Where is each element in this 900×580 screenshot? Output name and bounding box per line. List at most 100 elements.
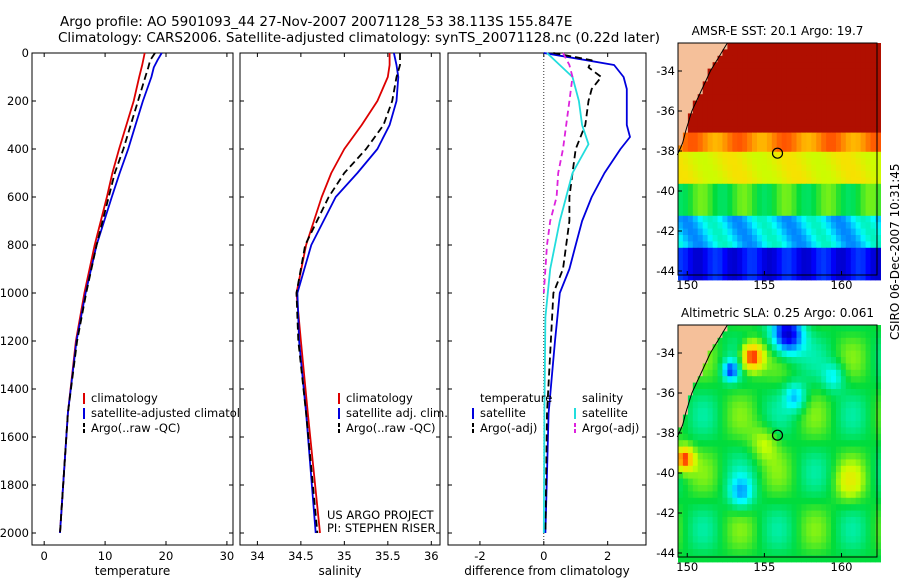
data-cell bbox=[855, 273, 862, 281]
data-cell bbox=[870, 247, 876, 255]
data-cell bbox=[811, 100, 817, 108]
data-cell bbox=[836, 389, 842, 396]
data-cell bbox=[742, 228, 748, 236]
data-cell bbox=[796, 196, 802, 204]
data-cell bbox=[850, 49, 857, 57]
data-cell bbox=[806, 491, 812, 499]
data-cell bbox=[781, 529, 788, 537]
data-cell bbox=[840, 215, 847, 223]
data-cell bbox=[836, 235, 842, 242]
data-cell bbox=[875, 151, 881, 159]
data-cell bbox=[766, 190, 773, 198]
data-cell bbox=[831, 75, 837, 82]
data-cell bbox=[747, 549, 753, 556]
data-cell bbox=[717, 241, 723, 249]
data-cell bbox=[840, 55, 847, 63]
data-cell bbox=[727, 75, 733, 82]
data-cell bbox=[687, 497, 694, 505]
data-cell bbox=[806, 414, 812, 422]
coastline bbox=[676, 324, 728, 438]
land-cell bbox=[682, 337, 689, 345]
land-cell bbox=[707, 43, 714, 50]
data-cell bbox=[776, 87, 783, 95]
data-cell bbox=[786, 81, 793, 89]
data-cell bbox=[811, 62, 817, 70]
data-cell bbox=[717, 267, 723, 274]
data-cell bbox=[816, 235, 822, 242]
credit-line: US ARGO PROJECT bbox=[327, 508, 435, 522]
data-cell bbox=[742, 350, 748, 358]
data-cell bbox=[811, 158, 817, 166]
data-cell bbox=[836, 401, 842, 409]
data-cell bbox=[816, 68, 822, 76]
data-cell bbox=[712, 228, 719, 236]
data-cell bbox=[781, 459, 788, 467]
data-cell bbox=[742, 196, 748, 204]
data-cell bbox=[682, 555, 689, 563]
data-cell bbox=[707, 523, 714, 531]
data-cell bbox=[875, 421, 881, 428]
data-cell bbox=[781, 55, 788, 63]
data-cell bbox=[865, 215, 872, 223]
data-cell bbox=[697, 254, 704, 262]
data-cell bbox=[796, 119, 802, 127]
data-cell bbox=[692, 215, 699, 223]
data-cell bbox=[826, 81, 832, 89]
data-cell bbox=[766, 472, 773, 480]
data-cell bbox=[826, 222, 832, 230]
data-cell bbox=[752, 139, 758, 146]
data-cell bbox=[766, 459, 773, 467]
data-cell bbox=[865, 401, 872, 409]
data-cell bbox=[801, 62, 807, 70]
data-cell bbox=[682, 260, 689, 268]
data-cell bbox=[801, 517, 807, 524]
data-cell bbox=[692, 440, 699, 448]
data-cell bbox=[855, 247, 862, 255]
data-cell bbox=[860, 113, 867, 121]
data-cell bbox=[732, 433, 738, 441]
data-cell bbox=[702, 209, 709, 217]
data-cell bbox=[826, 472, 832, 480]
plot-frame bbox=[31, 52, 234, 546]
data-cell bbox=[747, 190, 753, 198]
data-cell bbox=[766, 94, 773, 102]
data-cell bbox=[732, 414, 738, 422]
data-cell bbox=[752, 273, 758, 281]
data-cell bbox=[757, 510, 763, 518]
panel-salinity: 34 34.5 35 35.5 36salinityclimatologysatelli… bbox=[239, 52, 448, 578]
data-cell bbox=[737, 350, 743, 358]
data-cell bbox=[761, 549, 768, 556]
data-cell bbox=[816, 325, 822, 332]
data-cell bbox=[796, 395, 802, 403]
data-cell bbox=[791, 254, 797, 262]
argo-marker bbox=[771, 147, 784, 159]
data-cell bbox=[727, 113, 733, 121]
data-cell bbox=[826, 177, 832, 185]
data-cell bbox=[727, 472, 733, 480]
data-cell bbox=[761, 171, 768, 178]
data-cell bbox=[816, 55, 822, 63]
land-cell bbox=[697, 363, 704, 371]
data-cell bbox=[771, 433, 778, 441]
data-cell bbox=[717, 357, 723, 364]
data-cell bbox=[865, 504, 872, 512]
data-cell bbox=[752, 440, 758, 448]
data-cell bbox=[732, 536, 738, 544]
data-cell bbox=[836, 331, 842, 339]
data-cell bbox=[791, 241, 797, 249]
data-cell bbox=[840, 139, 847, 146]
data-cell bbox=[786, 43, 793, 50]
data-cell bbox=[811, 382, 817, 390]
data-cell bbox=[826, 389, 832, 396]
data-cell bbox=[831, 119, 837, 127]
data-cell bbox=[697, 100, 704, 108]
title-line-1: Argo profile: AO 5901093_44 27-Nov-2007 … bbox=[60, 14, 573, 30]
data-cell bbox=[801, 247, 807, 255]
data-cell bbox=[850, 68, 857, 76]
data-cell bbox=[870, 49, 876, 57]
data-cell bbox=[811, 273, 817, 281]
data-cell bbox=[697, 549, 704, 556]
data-cell bbox=[806, 107, 812, 114]
data-cell bbox=[766, 555, 773, 563]
data-cell bbox=[717, 183, 723, 191]
